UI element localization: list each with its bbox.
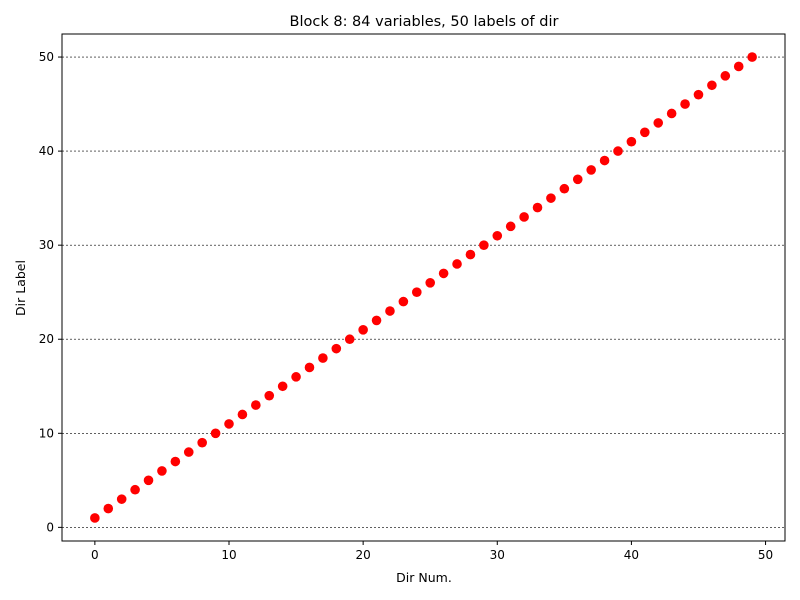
grid-lines — [62, 56, 785, 528]
data-point — [532, 202, 543, 213]
data-point — [707, 80, 717, 91]
data-point — [559, 183, 570, 194]
x-tick-label: 50 — [758, 548, 773, 562]
data-point — [331, 343, 342, 354]
data-point — [666, 108, 677, 119]
data-point — [693, 89, 704, 100]
x-tick-label: 20 — [355, 548, 370, 562]
data-point — [116, 494, 127, 504]
data-point — [103, 503, 114, 514]
data-point — [425, 277, 436, 288]
y-tick-label: 20 — [39, 332, 54, 346]
y-tick-label: 50 — [39, 50, 54, 64]
y-tick-label: 40 — [39, 144, 54, 158]
data-point — [465, 249, 476, 260]
x-axis-label: Dir Num. — [396, 570, 452, 585]
data-point — [398, 296, 409, 307]
y-axis-ticks: 0 10 20 30 40 50 — [39, 50, 62, 534]
data-point — [251, 400, 261, 410]
y-tick-label: 30 — [39, 238, 54, 252]
data-point — [210, 428, 221, 439]
data-point — [371, 315, 382, 326]
x-tick-label: 0 — [91, 548, 99, 562]
data-point — [572, 174, 583, 185]
data-point — [479, 240, 489, 250]
data-point — [183, 447, 194, 457]
data-point — [438, 268, 449, 279]
data-point — [277, 381, 288, 392]
x-tick-label: 10 — [221, 548, 236, 562]
data-point — [224, 419, 234, 429]
data-point — [358, 325, 368, 335]
data-point — [170, 456, 181, 467]
data-points — [90, 52, 757, 523]
data-point — [197, 437, 207, 448]
data-point — [130, 484, 140, 495]
data-point — [385, 306, 395, 316]
data-point — [505, 221, 516, 232]
y-tick-label: 10 — [39, 426, 54, 440]
data-point — [747, 52, 757, 62]
data-point — [318, 353, 328, 363]
data-point — [291, 372, 301, 382]
data-point — [452, 259, 462, 269]
data-point — [720, 71, 731, 81]
data-point — [680, 99, 690, 109]
plot-frame — [61, 33, 786, 542]
data-point — [143, 475, 154, 486]
chart-title: Block 8: 84 variables, 50 labels of dir — [290, 14, 559, 30]
data-point — [90, 513, 100, 523]
x-tick-label: 40 — [624, 548, 639, 562]
y-tick-label: 0 — [46, 520, 54, 534]
data-point — [586, 165, 596, 175]
data-point — [653, 118, 664, 128]
y-axis-label: Dir Label — [13, 260, 28, 316]
data-point — [626, 136, 637, 147]
data-point — [546, 193, 556, 203]
data-point — [157, 466, 167, 476]
data-point — [613, 146, 623, 156]
data-point — [640, 127, 650, 138]
data-point — [264, 390, 275, 401]
x-axis-ticks: 0 10 20 30 40 50 — [91, 541, 773, 562]
x-tick-label: 30 — [490, 548, 505, 562]
data-point — [519, 212, 529, 222]
data-point — [344, 334, 355, 345]
data-point — [733, 61, 744, 72]
data-point — [237, 409, 248, 420]
data-point — [492, 230, 503, 241]
data-point — [599, 155, 610, 166]
data-point — [304, 362, 315, 373]
data-point — [411, 287, 422, 298]
